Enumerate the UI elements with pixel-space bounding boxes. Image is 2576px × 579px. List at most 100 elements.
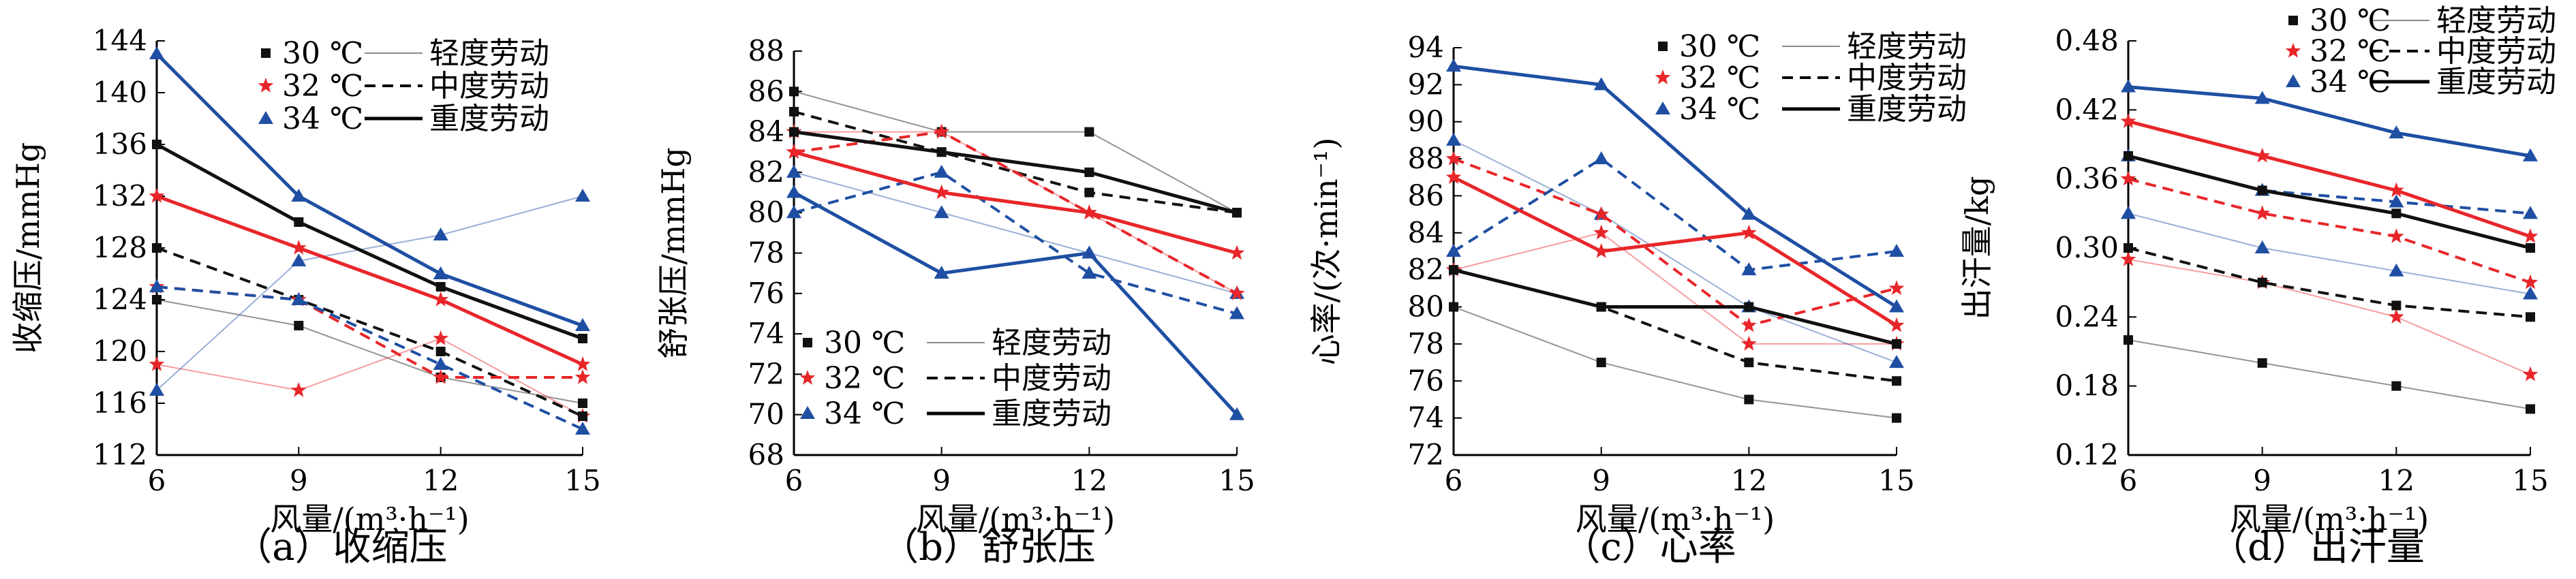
series-line [1453, 140, 1897, 364]
series-line [155, 142, 583, 341]
y-tick-label: 86 [748, 74, 784, 108]
series-point [1888, 280, 1905, 296]
series-point [2526, 312, 2535, 322]
series-point [1741, 335, 1757, 351]
y-tick-label: 80 [1408, 290, 1444, 324]
legend-temp-label: 32 ℃ [824, 361, 905, 396]
legend-labor-label: 轻度劳动 [429, 36, 549, 71]
y-tick-label: 88 [1408, 142, 1444, 175]
series-point [291, 253, 307, 266]
series-point [1229, 285, 1245, 300]
series-point [152, 243, 162, 253]
series-point [1082, 245, 1097, 259]
y-tick-label: 0.36 [2055, 162, 2119, 195]
series-point [2388, 228, 2404, 243]
y-tick-label: 144 [93, 24, 147, 57]
series-4 [1449, 265, 1901, 386]
series-line [793, 91, 1238, 214]
legend-labor-label: 轻度劳动 [992, 326, 1111, 360]
x-axis-label: 风量/(m³·h⁻¹) [916, 501, 1115, 537]
x-tick-label: 9 [290, 464, 308, 497]
y-tick-label: 74 [1408, 401, 1444, 435]
y-tick-label: 0.18 [2055, 369, 2119, 403]
series-4 [2123, 243, 2535, 322]
y-tick-label: 94 [1408, 31, 1444, 64]
x-axis-label: 风量/(m³·h⁻¹) [2230, 501, 2429, 537]
y-tick-label: 70 [748, 398, 784, 431]
y-tick-label: 128 [93, 231, 147, 264]
series-point [2522, 274, 2539, 290]
series-point [1744, 394, 1754, 405]
series-line [156, 247, 583, 418]
y-tick-label: 88 [748, 34, 784, 67]
legend-temp-label: 34 ℃ [1679, 92, 1760, 127]
series-point [149, 46, 164, 59]
y-tick-label: 90 [1408, 105, 1444, 138]
series-line [2128, 258, 2531, 375]
series-2 [149, 330, 591, 423]
y-tick-label: 72 [748, 357, 784, 390]
y-tick-label: 0.48 [2055, 24, 2119, 57]
series-point [1741, 224, 1757, 240]
series-line [793, 150, 1238, 255]
series-point [1593, 224, 1610, 240]
x-axis-label: 风量/(m³·h⁻¹) [1576, 501, 1775, 537]
x-tick-label: 6 [148, 464, 166, 497]
y-tick-label: 78 [1408, 327, 1444, 360]
x-tick-label: 9 [2253, 464, 2271, 497]
legend-temp-label: 32 ℃ [282, 69, 363, 104]
series-3 [786, 164, 1244, 299]
series-6 [149, 279, 590, 435]
y-tick-label: 76 [1408, 364, 1444, 397]
series-point [152, 295, 162, 304]
y-tick-label: 0.24 [2055, 300, 2119, 333]
series-2 [2120, 251, 2539, 381]
series-point [575, 318, 590, 331]
series-point [1445, 151, 1462, 166]
y-tick-label: 136 [93, 127, 147, 161]
series-line [155, 52, 583, 328]
series-point [2254, 205, 2271, 220]
series-6 [2121, 148, 2538, 219]
series-8 [2120, 113, 2539, 243]
series-line [1453, 64, 1898, 309]
series-3 [2121, 206, 2538, 300]
series-2 [786, 123, 1245, 300]
panel-caption: （b）舒张压 [880, 525, 1096, 569]
series-point [786, 144, 802, 159]
series-point [1229, 306, 1244, 319]
legend-labor-label: 中度劳动 [429, 69, 549, 104]
y-tick-label: 124 [93, 283, 147, 316]
legend-marker [799, 370, 816, 385]
x-tick-label: 9 [932, 464, 951, 497]
y-tick-label: 92 [1408, 67, 1444, 101]
legend-marker [2288, 16, 2298, 25]
y-tick-label: 116 [93, 386, 147, 420]
series-point [1744, 302, 1754, 312]
series-point [294, 321, 304, 330]
series-point [1446, 244, 1461, 257]
series-point [2254, 147, 2271, 163]
series-point [433, 369, 449, 384]
series-point [2391, 381, 2402, 391]
legend-labor-label: 轻度劳动 [1847, 29, 1967, 64]
y-tick-label: 68 [748, 438, 784, 471]
series-line [156, 285, 583, 431]
series-7 [1449, 265, 1901, 349]
panel-1: 112 116 120 124 128 132 136 140 144 6 9 12 15 风量/(m³·… [10, 24, 601, 569]
legend-temp-label: 32 ℃ [1679, 61, 1760, 95]
series-point [2523, 206, 2538, 219]
series-point [1084, 127, 1094, 137]
legend-temp-label: 34 ℃ [824, 396, 905, 431]
x-tick-label: 6 [1445, 464, 1463, 497]
series-point [1084, 167, 1094, 177]
y-axis-label: 出汗量/kg [1959, 176, 1995, 320]
x-tick-label: 9 [1592, 464, 1610, 497]
y-tick-label: 0.30 [2055, 231, 2119, 264]
series-point [2389, 263, 2404, 277]
x-tick-label: 15 [564, 464, 600, 497]
series-point [2523, 148, 2538, 161]
legend-marker [1655, 101, 1670, 114]
